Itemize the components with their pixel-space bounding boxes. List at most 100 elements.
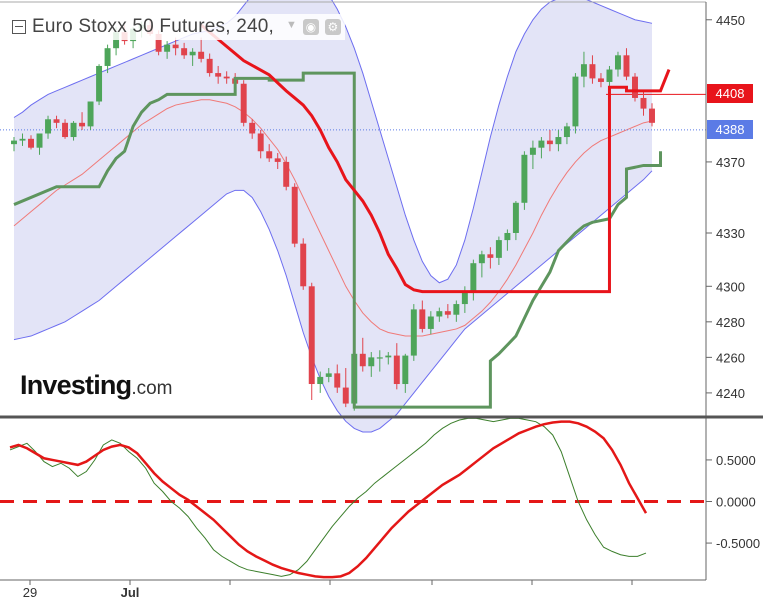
candle-body <box>538 140 545 148</box>
candle-body <box>640 97 647 109</box>
candle-body <box>291 186 298 244</box>
candle-body <box>342 387 349 404</box>
candle-body <box>257 133 264 152</box>
candle-body <box>546 140 553 145</box>
gear-icon[interactable]: ⚙ <box>324 19 341 35</box>
candle-body <box>529 147 536 155</box>
candle-body <box>512 202 519 233</box>
candle-body <box>240 83 247 123</box>
candle-body <box>572 76 579 127</box>
candle-body <box>104 48 111 66</box>
candle-body <box>198 51 205 59</box>
logo-suffix: .com <box>131 378 173 399</box>
candle-body <box>402 355 409 385</box>
osc-axis-label: 0.5000 <box>716 453 756 468</box>
logo-main-text: Investing <box>20 370 132 400</box>
title-icons: ▼ ◉ ⚙ <box>286 19 341 35</box>
candle-body <box>206 58 213 74</box>
time-axis-label: Jul <box>121 585 140 600</box>
candle-body <box>427 316 434 329</box>
candle-body <box>325 373 332 377</box>
chart-title: Euro Stoxx 50 Futures, 240, <box>32 16 274 37</box>
candle-body <box>300 243 307 287</box>
chevron-down-icon[interactable]: ▼ <box>285 19 297 31</box>
candle-body <box>504 232 511 241</box>
candle-body <box>589 64 596 79</box>
candle-body <box>521 154 528 203</box>
candle-body <box>385 355 392 358</box>
osc-axis-label: -0.5000 <box>716 536 760 551</box>
candle-body <box>181 48 188 56</box>
eye-icon[interactable]: ◉ <box>302 19 319 35</box>
candle-body <box>419 309 426 329</box>
candle-body <box>266 151 273 159</box>
candle-body <box>461 291 468 305</box>
oscillator-plot-area[interactable] <box>0 417 706 579</box>
candle-body <box>597 78 604 82</box>
candle-body <box>96 65 103 102</box>
candle-body <box>87 101 94 127</box>
candle-body <box>453 304 460 315</box>
candle-body <box>215 73 222 77</box>
candle-body <box>62 122 69 138</box>
candle-body <box>580 64 587 77</box>
candle-body <box>11 140 17 145</box>
time-axis-label: 29 <box>23 585 37 600</box>
candle-body <box>410 309 417 356</box>
candle-body <box>649 108 655 123</box>
candle-body <box>606 69 613 82</box>
price-tag-current: 4388 <box>707 119 753 139</box>
moving-average-line <box>13 99 653 337</box>
candle-body <box>45 119 52 134</box>
candle-body <box>53 119 60 123</box>
price-axis-label: 4330 <box>716 226 745 241</box>
candle-body <box>393 355 400 385</box>
candle-body <box>155 33 162 52</box>
candle-body <box>19 138 26 141</box>
price-tag-red: 4408 <box>707 84 753 104</box>
price-axis-label: 4450 <box>716 13 745 28</box>
candle-body <box>614 55 621 70</box>
oscillator-fast-line <box>9 417 647 577</box>
price-axis-label: 4280 <box>716 315 745 330</box>
candle-body <box>249 122 256 134</box>
chart-title-bar[interactable]: Euro Stoxx 50 Futures, 240, ▼ ◉ ⚙ <box>8 14 345 40</box>
candle-body <box>632 76 638 98</box>
candle-body <box>283 161 290 187</box>
candle-body <box>317 376 324 385</box>
candle-body <box>359 353 366 367</box>
candle-body <box>28 138 34 148</box>
investing-logo: Investing.com <box>20 370 173 401</box>
candle-body <box>113 32 120 49</box>
osc-axis-label: 0.0000 <box>716 494 756 509</box>
price-plot-area[interactable] <box>0 0 706 433</box>
candle-body <box>478 254 485 264</box>
candle-body <box>376 357 383 359</box>
candle-body <box>487 254 494 258</box>
candle-body <box>470 263 477 292</box>
candle-body <box>164 44 171 52</box>
candle-body <box>495 240 502 258</box>
candle-body <box>70 122 77 138</box>
price-axis-label: 4370 <box>716 155 745 170</box>
candle-body <box>334 373 341 388</box>
oscillator-slow-line <box>9 420 648 579</box>
candle-body <box>308 286 315 385</box>
price-axis-label: 4260 <box>716 350 745 365</box>
candle-body <box>79 122 86 127</box>
candle-body <box>223 76 230 79</box>
candle-body <box>189 51 196 56</box>
candle-body <box>563 126 570 138</box>
candle-body <box>172 44 179 49</box>
candle-body <box>623 55 630 77</box>
candle-body <box>436 311 443 317</box>
candle-body <box>368 357 375 367</box>
bollinger-lower-line <box>13 170 653 433</box>
collapse-icon[interactable] <box>12 20 26 34</box>
price-axis-label: 4240 <box>716 386 745 401</box>
red-stop-line <box>200 23 671 294</box>
candle-body <box>274 158 281 162</box>
candle-body <box>555 137 562 145</box>
